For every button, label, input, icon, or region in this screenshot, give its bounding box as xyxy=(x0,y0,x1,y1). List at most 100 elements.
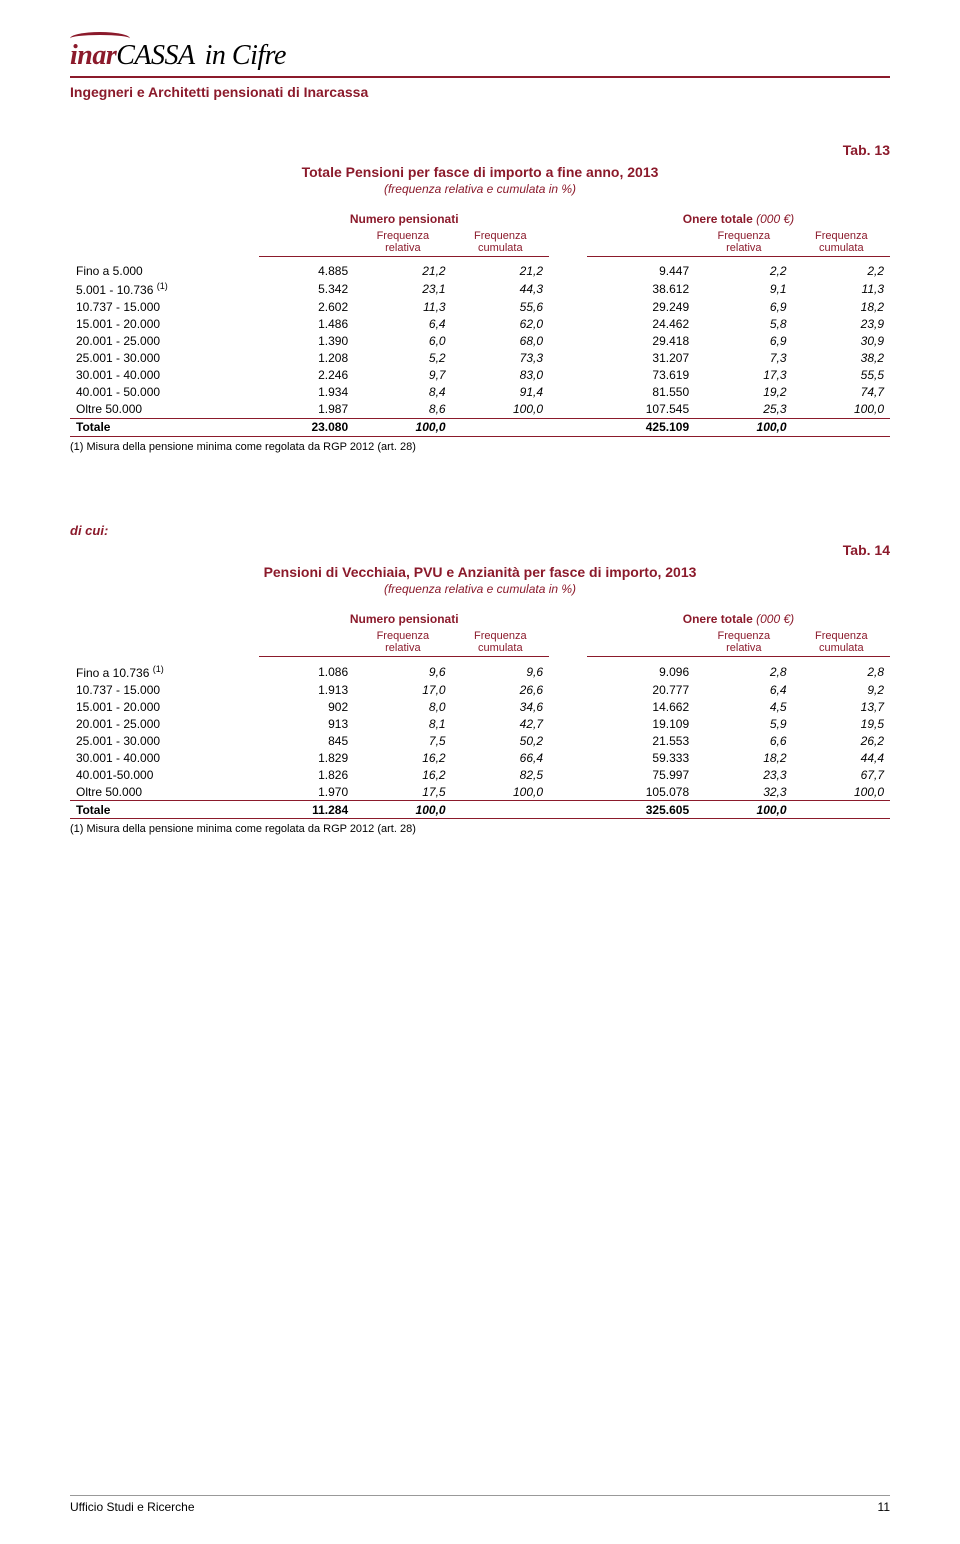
cell-freq-cum: 21,2 xyxy=(452,263,549,280)
cell-n: 845 xyxy=(259,732,354,749)
cell-freq-cum: 26,6 xyxy=(452,681,549,698)
cell-onere-rel: 6,6 xyxy=(695,732,792,749)
cell-freq-rel: 21,2 xyxy=(354,263,451,280)
cell-freq-rel: 16,2 xyxy=(354,749,451,766)
cell-onere: 105.078 xyxy=(587,783,695,800)
row-label: 25.001 - 30.000 xyxy=(70,732,259,749)
row-label: 30.001 - 40.000 xyxy=(70,749,259,766)
cell-onere: 73.619 xyxy=(587,367,695,384)
cell-n: 1.486 xyxy=(259,316,354,333)
col-header-freq-rel-2: Frequenza relativa xyxy=(695,228,792,257)
col-header-freq-rel: Frequenza relativa xyxy=(354,628,451,657)
table-row: 10.737 - 15.0001.91317,026,620.7776,49,2 xyxy=(70,681,890,698)
cell-freq-cum: 73,3 xyxy=(452,350,549,367)
cell-n: 1.987 xyxy=(259,401,354,418)
cell-onere-rel: 6,9 xyxy=(695,299,792,316)
table-row: Fino a 10.736 (1)1.0869,69,69.0962,82,8 xyxy=(70,662,890,681)
cell-freq-rel: 8,0 xyxy=(354,698,451,715)
table-row: 10.737 - 15.0002.60211,355,629.2496,918,… xyxy=(70,299,890,316)
cell-freq-cum xyxy=(452,419,549,436)
table-14-footnote: (1) Misura della pensione minima come re… xyxy=(70,823,890,835)
cell-onere: 19.109 xyxy=(587,715,695,732)
cell-freq-cum xyxy=(452,801,549,818)
cell-n: 11.284 xyxy=(259,801,354,818)
row-label: 30.001 - 40.000 xyxy=(70,367,259,384)
cell-onere-cum: 19,5 xyxy=(793,715,890,732)
page: inarCASSA in Cifre Ingegneri e Architett… xyxy=(0,0,960,1544)
cell-onere-cum: 100,0 xyxy=(793,401,890,418)
cell-onere-cum: 44,4 xyxy=(793,749,890,766)
cell-freq-cum: 62,0 xyxy=(452,316,549,333)
cell-freq-rel: 23,1 xyxy=(354,280,451,299)
col-header-freq-cum-2: Frequenza cumulata xyxy=(793,228,890,257)
cell-n: 4.885 xyxy=(259,263,354,280)
cell-onere-rel: 6,4 xyxy=(695,681,792,698)
table-row: 30.001 - 40.0002.2469,783,073.61917,355,… xyxy=(70,367,890,384)
cell-onere-cum: 100,0 xyxy=(793,783,890,800)
row-label: 15.001 - 20.000 xyxy=(70,316,259,333)
cell-onere-cum: 67,7 xyxy=(793,766,890,783)
col-header-numero: Numero pensionati xyxy=(259,210,549,228)
cell-onere: 31.207 xyxy=(587,350,695,367)
cell-onere-cum xyxy=(793,419,890,436)
table-total-row: Totale11.284100,0325.605100,0 xyxy=(70,801,890,818)
cell-freq-cum: 68,0 xyxy=(452,333,549,350)
cell-n: 1.390 xyxy=(259,333,354,350)
cell-freq-rel: 9,7 xyxy=(354,367,451,384)
table-row: 25.001 - 30.0001.2085,273,331.2077,338,2 xyxy=(70,350,890,367)
cell-onere-rel: 2,8 xyxy=(695,662,792,681)
cell-freq-cum: 91,4 xyxy=(452,384,549,401)
cell-onere-rel: 100,0 xyxy=(695,419,792,436)
cell-onere-cum: 9,2 xyxy=(793,681,890,698)
col-header-onere: Onere totale (000 €) xyxy=(587,610,890,628)
cell-onere-rel: 9,1 xyxy=(695,280,792,299)
cell-onere-rel: 7,3 xyxy=(695,350,792,367)
cell-onere-rel: 25,3 xyxy=(695,401,792,418)
cell-onere: 107.545 xyxy=(587,401,695,418)
cell-n: 1.829 xyxy=(259,749,354,766)
cell-onere-cum xyxy=(793,801,890,818)
row-label: 25.001 - 30.000 xyxy=(70,350,259,367)
cell-freq-cum: 66,4 xyxy=(452,749,549,766)
cell-onere: 75.997 xyxy=(587,766,695,783)
cell-freq-rel: 11,3 xyxy=(354,299,451,316)
table-row: Oltre 50.0001.97017,5100,0105.07832,3100… xyxy=(70,783,890,800)
table-title-14: Pensioni di Vecchiaia, PVU e Anzianità p… xyxy=(70,564,890,580)
cell-n: 1.913 xyxy=(259,681,354,698)
table-row: 20.001 - 25.0001.3906,068,029.4186,930,9 xyxy=(70,333,890,350)
cell-onere-cum: 11,3 xyxy=(793,280,890,299)
cell-freq-rel: 7,5 xyxy=(354,732,451,749)
row-label: 20.001 - 25.000 xyxy=(70,333,259,350)
cell-onere-rel: 6,9 xyxy=(695,333,792,350)
row-label: 20.001 - 25.000 xyxy=(70,715,259,732)
table-subtitle-14: (frequenza relativa e cumulata in %) xyxy=(70,582,890,596)
footer-page-number: 11 xyxy=(878,1500,890,1514)
table-row: Fino a 5.0004.88521,221,29.4472,22,2 xyxy=(70,263,890,280)
col-header-freq-rel-2: Frequenza relativa xyxy=(695,628,792,657)
cell-onere-rel: 23,3 xyxy=(695,766,792,783)
page-footer: Ufficio Studi e Ricerche 11 xyxy=(70,1495,890,1514)
cell-onere: 9.447 xyxy=(587,263,695,280)
divider xyxy=(70,76,890,78)
cell-onere-rel: 17,3 xyxy=(695,367,792,384)
cell-onere-cum: 55,5 xyxy=(793,367,890,384)
logo-tagline: in Cifre xyxy=(205,40,286,72)
cell-freq-rel: 100,0 xyxy=(354,801,451,818)
cell-freq-cum: 34,6 xyxy=(452,698,549,715)
cell-freq-rel: 8,1 xyxy=(354,715,451,732)
cell-onere: 325.605 xyxy=(587,801,695,818)
cell-onere-rel: 18,2 xyxy=(695,749,792,766)
row-label: 40.001 - 50.000 xyxy=(70,384,259,401)
col-header-onere: Onere totale (000 €) xyxy=(587,210,890,228)
cell-onere-cum: 2,2 xyxy=(793,263,890,280)
cell-onere-rel: 5,9 xyxy=(695,715,792,732)
table-13: Numero pensionati Onere totale (000 €) F… xyxy=(70,210,890,437)
cell-freq-cum: 55,6 xyxy=(452,299,549,316)
section-title: Ingegneri e Architetti pensionati di Ina… xyxy=(70,84,890,100)
cell-freq-cum: 100,0 xyxy=(452,401,549,418)
cell-freq-rel: 6,0 xyxy=(354,333,451,350)
table-row: 25.001 - 30.0008457,550,221.5536,626,2 xyxy=(70,732,890,749)
table-row: Oltre 50.0001.9878,6100,0107.54525,3100,… xyxy=(70,401,890,418)
cell-onere: 9.096 xyxy=(587,662,695,681)
cell-onere: 14.662 xyxy=(587,698,695,715)
